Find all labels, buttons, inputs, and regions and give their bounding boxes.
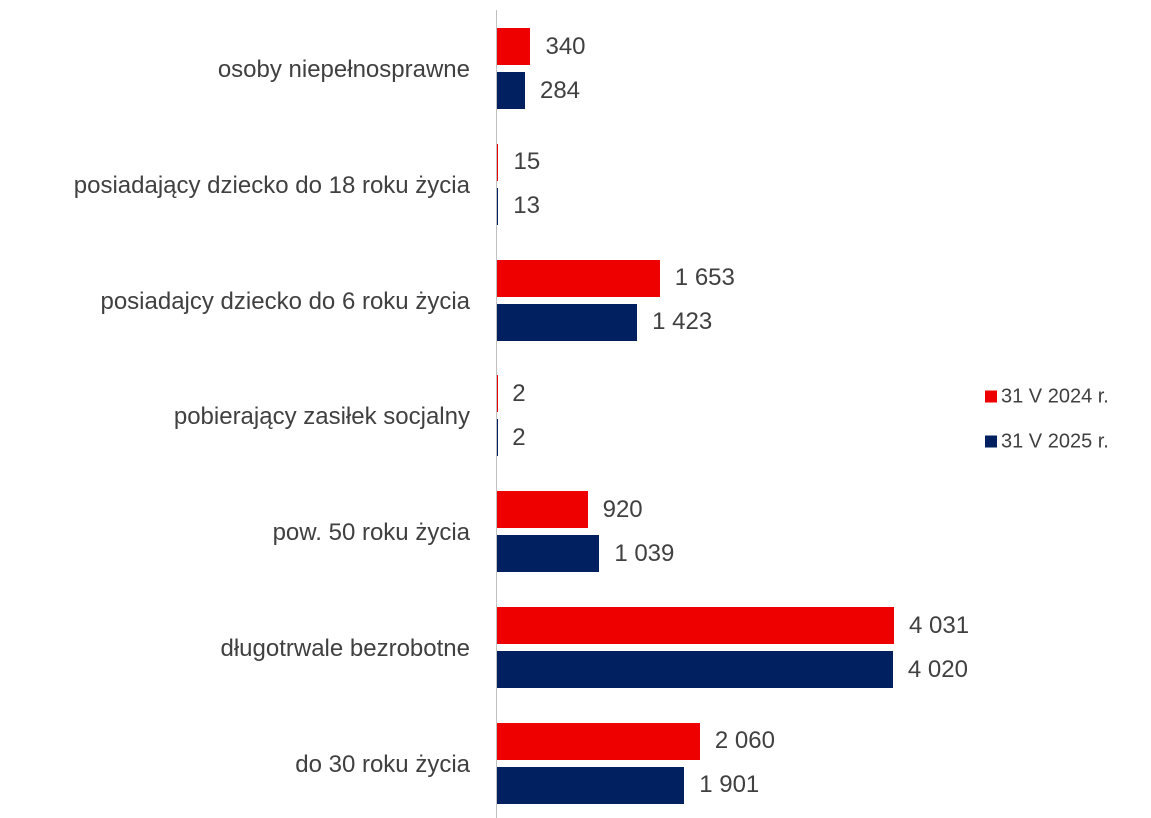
bar <box>497 491 588 529</box>
bar <box>497 651 893 688</box>
value-label: 13 <box>513 192 540 220</box>
category-label: długotrwale bezrobotne <box>220 633 470 665</box>
legend-label: 31 V 2024 r. <box>1001 385 1109 408</box>
category-text: pow. 50 roku życia <box>272 519 470 547</box>
legend-swatch <box>985 390 997 403</box>
value-label: 2 <box>512 379 526 407</box>
bar <box>497 187 499 225</box>
value-label: 4 020 <box>907 655 968 683</box>
bar <box>497 722 700 760</box>
legend-label: 31 V 2025 r. <box>1001 430 1109 453</box>
category-label: osoby niepełnosprawne <box>218 54 470 86</box>
value-label: 340 <box>545 32 586 60</box>
category-text: osoby niepełnosprawne <box>217 56 470 83</box>
value-label: 1 653 <box>674 264 735 292</box>
value-label: 1 423 <box>652 308 713 336</box>
value-label: 2 060 <box>714 727 775 755</box>
category-axis <box>496 10 497 818</box>
bar <box>497 259 660 297</box>
legend-swatch <box>985 435 997 448</box>
legend-item: 31 V 2025 r. <box>985 431 1109 454</box>
legend-item: 31 V 2024 r. <box>985 386 1109 409</box>
category-label: do 30 roku życia <box>295 749 470 781</box>
bar <box>497 72 525 109</box>
bar <box>497 535 600 573</box>
value-label: 1 901 <box>699 771 760 799</box>
category-text: pobierający zasiłek socjalny <box>173 403 470 431</box>
value-label: 920 <box>602 495 643 523</box>
category-label: posiadający dziecko do 18 roku życia <box>74 170 470 202</box>
category-text: długotrwale bezrobotne <box>220 635 470 662</box>
bar <box>497 28 531 65</box>
value-label: 1 039 <box>614 539 675 567</box>
value-label: 15 <box>513 148 541 176</box>
category-label: posiadajcy dziecko do 6 roku życia <box>100 286 470 318</box>
bar <box>497 766 685 804</box>
value-label: 2 <box>512 423 526 451</box>
value-label: 284 <box>539 76 581 104</box>
category-label: pow. 50 roku życia <box>273 517 470 549</box>
category-text: do 30 roku życia <box>295 750 470 778</box>
bar <box>497 607 894 644</box>
category-text: posiadający dziecko do 18 roku życia <box>73 171 470 199</box>
bar <box>497 143 499 181</box>
category-label: pobierający zasiłek socjalny <box>174 401 470 433</box>
category-text: posiadajcy dziecko do 6 roku życia <box>100 287 470 315</box>
value-label: 4 031 <box>909 611 970 639</box>
bar <box>497 303 638 341</box>
